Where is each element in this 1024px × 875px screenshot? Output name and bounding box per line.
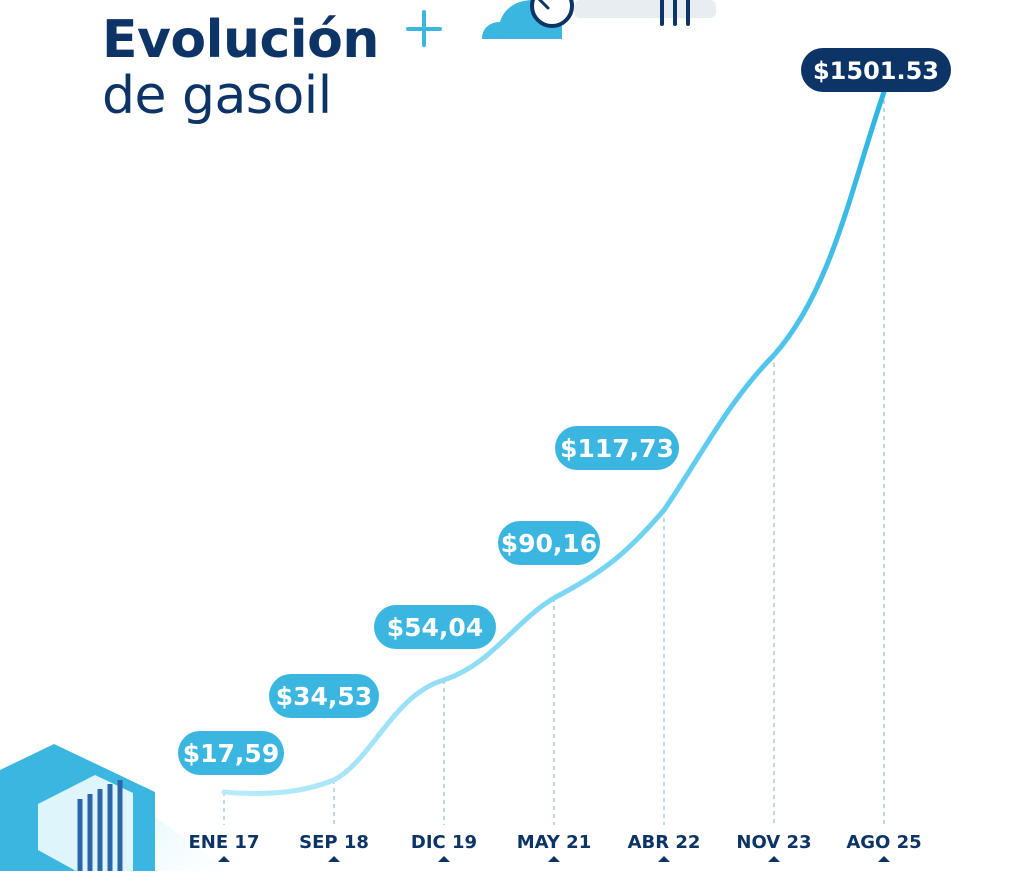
value-badge <box>374 605 496 649</box>
x-axis: ENE 17 SEP 18 DIC 19 MAY 21 ABR 22 NOV 23 AGO … <box>189 832 922 862</box>
x-tick-label: MAY 21 <box>517 832 591 853</box>
gauge-icon <box>530 0 574 28</box>
x-tick-marker <box>328 856 340 862</box>
isometric-container-icon <box>0 744 230 871</box>
value-label: $54,04 <box>387 613 483 642</box>
value-labels: $17,59 $34,53 $54,04 $90,16 $117,73 $1501.53 <box>178 48 951 775</box>
x-tick-marker <box>218 856 230 862</box>
panel-icon <box>574 0 716 18</box>
vent-icon <box>660 0 690 26</box>
value-badge <box>498 521 600 565</box>
chart-title: Evolución de gasoil <box>102 14 379 122</box>
plus-icon <box>406 10 442 47</box>
value-badge <box>555 426 679 470</box>
value-badge <box>269 674 379 718</box>
x-tick-marker <box>548 856 560 862</box>
x-tick-label: NOV 23 <box>736 832 811 853</box>
trend-line <box>221 89 887 796</box>
title-line-2: de gasoil <box>102 66 332 126</box>
value-label: $90,16 <box>501 529 597 558</box>
gauge-needle-icon <box>537 0 550 10</box>
x-tick-marker <box>878 856 890 862</box>
x-tick-label: DIC 19 <box>411 832 477 853</box>
x-tick-label: ENE 17 <box>189 832 260 853</box>
value-badge <box>801 48 951 92</box>
x-tick-label: SEP 18 <box>299 832 369 853</box>
title-line-1: Evolución <box>102 10 379 70</box>
x-tick-marker <box>438 856 450 862</box>
value-label: $34,53 <box>276 682 372 711</box>
x-tick-marker <box>658 856 670 862</box>
value-label: $1501.53 <box>813 57 939 85</box>
x-tick-marker <box>768 856 780 862</box>
container-shadow-icon <box>155 817 230 871</box>
x-tick-label: ABR 22 <box>628 832 701 853</box>
container-stripes-icon <box>77 780 123 871</box>
vertical-guides <box>223 92 885 825</box>
value-badge <box>178 731 284 775</box>
cloud-gauge-icon <box>406 0 716 47</box>
x-tick-label: AGO 25 <box>846 832 921 853</box>
value-label: $17,59 <box>183 739 279 768</box>
value-label: $117,73 <box>560 434 674 463</box>
